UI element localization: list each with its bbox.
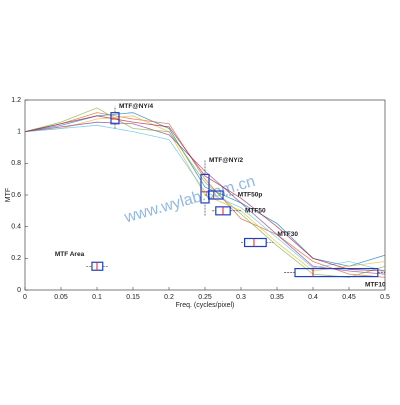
mtf-curve bbox=[24, 112, 386, 267]
y-tick-label: 1 bbox=[17, 129, 21, 136]
x-tick-label: 0.2 bbox=[164, 294, 174, 301]
x-axis-label: Freq. (cycles/pixel) bbox=[176, 302, 235, 309]
y-tick-label: 0.2 bbox=[11, 255, 21, 262]
y-tick-label: 0.4 bbox=[11, 224, 21, 231]
box-label: MTF50 bbox=[245, 208, 266, 215]
x-tick-label: 0.05 bbox=[54, 294, 68, 301]
mtf-curve bbox=[24, 115, 386, 272]
box-label: MTF10 bbox=[365, 281, 386, 288]
x-tick-label: 0.45 bbox=[342, 294, 356, 301]
y-tick-label: 0.8 bbox=[11, 160, 21, 167]
box bbox=[208, 190, 224, 200]
x-tick-label: 0.4 bbox=[308, 294, 318, 301]
box bbox=[110, 112, 120, 125]
y-tick-label: 1.2 bbox=[11, 97, 21, 104]
x-tick-label: 0.5 bbox=[380, 294, 390, 301]
box-label: MTF@NY/2 bbox=[209, 157, 244, 164]
y-tick-label: 0 bbox=[17, 287, 21, 294]
box-label: MTF@NY/4 bbox=[119, 103, 154, 110]
box-label: MTF30 bbox=[277, 231, 298, 238]
x-tick-label: 0.25 bbox=[198, 294, 212, 301]
x-tick-label: 0 bbox=[23, 294, 27, 301]
y-tick-label: 0.6 bbox=[11, 192, 21, 199]
box bbox=[244, 237, 267, 248]
mtf-curve bbox=[24, 107, 386, 278]
box-label: MTF Area bbox=[55, 251, 85, 258]
box-label: MTF50p bbox=[238, 192, 263, 199]
x-tick-label: 0.15 bbox=[126, 294, 140, 301]
box bbox=[200, 173, 210, 204]
x-tick-label: 0.1 bbox=[92, 294, 102, 301]
x-tick-label: 0.35 bbox=[270, 294, 284, 301]
watermark: www.wylab.com.cn bbox=[122, 173, 258, 227]
x-tick-label: 0.3 bbox=[236, 294, 246, 301]
y-axis-label: MTF bbox=[5, 188, 12, 202]
box bbox=[294, 267, 379, 278]
